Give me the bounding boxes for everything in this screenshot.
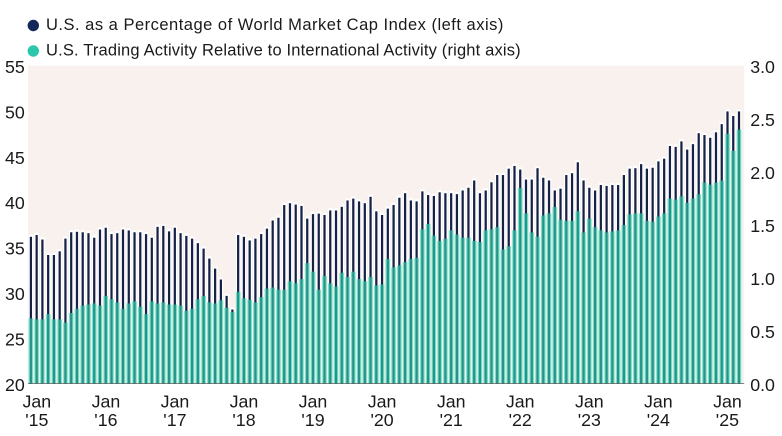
svg-text:55: 55 — [5, 57, 25, 77]
svg-text:'25: '25 — [716, 410, 739, 430]
svg-text:30: 30 — [5, 284, 25, 304]
svg-text:'20: '20 — [371, 410, 394, 430]
svg-text:'17: '17 — [163, 410, 186, 430]
svg-text:1.0: 1.0 — [750, 269, 775, 289]
svg-text:Jan: Jan — [299, 391, 328, 411]
svg-text:Jan: Jan — [22, 391, 51, 411]
svg-text:U.S. as a Percentage of World: U.S. as a Percentage of World Market Cap… — [46, 16, 504, 34]
svg-text:Jan: Jan — [713, 391, 742, 411]
svg-text:0.0: 0.0 — [750, 375, 775, 395]
svg-text:Jan: Jan — [437, 391, 466, 411]
svg-text:0.5: 0.5 — [750, 322, 775, 342]
svg-text:25: 25 — [5, 330, 25, 350]
svg-text:45: 45 — [5, 148, 25, 168]
svg-text:40: 40 — [5, 193, 25, 213]
svg-text:'18: '18 — [232, 410, 255, 430]
svg-text:20: 20 — [5, 375, 25, 395]
svg-text:'23: '23 — [578, 410, 601, 430]
svg-text:3.0: 3.0 — [750, 57, 775, 77]
svg-text:'16: '16 — [94, 410, 117, 430]
svg-text:Jan: Jan — [161, 391, 190, 411]
svg-text:Jan: Jan — [368, 391, 397, 411]
svg-text:'21: '21 — [440, 410, 463, 430]
svg-text:Jan: Jan — [575, 391, 604, 411]
svg-text:Jan: Jan — [506, 391, 535, 411]
svg-text:'19: '19 — [301, 410, 324, 430]
svg-text:Jan: Jan — [230, 391, 259, 411]
svg-text:2.5: 2.5 — [750, 110, 775, 130]
svg-text:1.5: 1.5 — [750, 216, 775, 236]
svg-text:Jan: Jan — [644, 391, 673, 411]
svg-text:2.0: 2.0 — [750, 163, 775, 183]
svg-text:'22: '22 — [509, 410, 532, 430]
svg-text:50: 50 — [5, 102, 25, 122]
svg-text:35: 35 — [5, 239, 25, 259]
svg-text:U.S. Trading Activity Relative: U.S. Trading Activity Relative to Intern… — [46, 42, 521, 60]
svg-text:'15: '15 — [25, 410, 48, 430]
svg-text:'24: '24 — [647, 410, 670, 430]
svg-text:Jan: Jan — [92, 391, 121, 411]
